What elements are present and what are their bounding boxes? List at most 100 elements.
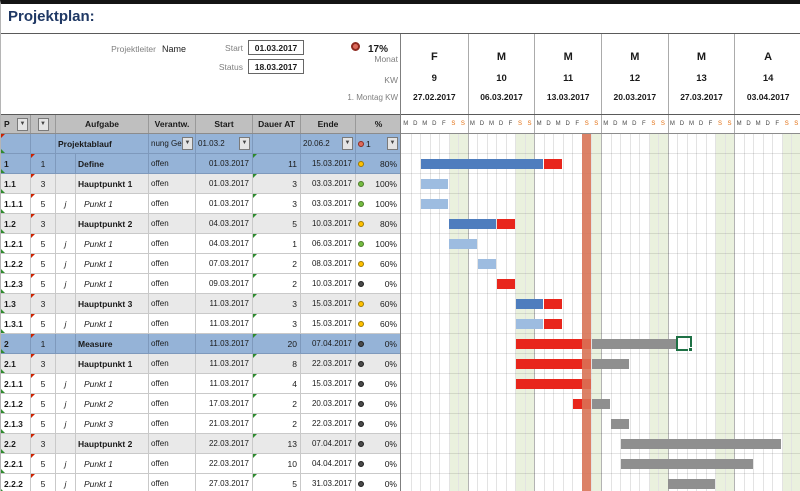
column-header-p[interactable]: P ▼	[1, 114, 31, 134]
cell-start[interactable]: 01.03.2017	[196, 194, 253, 214]
cell-start[interactable]: 17.03.2017	[196, 394, 253, 414]
cell-lvl[interactable]: 5	[31, 394, 56, 414]
cell-task[interactable]: Punkt 3	[76, 414, 149, 434]
cell-j[interactable]	[56, 294, 76, 314]
filter-cell-start[interactable]: 01.03.2 ▼	[196, 134, 253, 154]
cell-status[interactable]: offen	[149, 434, 196, 454]
cell-status[interactable]: offen	[149, 334, 196, 354]
column-header-start[interactable]: Start	[196, 114, 253, 134]
cell-status[interactable]: offen	[149, 234, 196, 254]
status-date-cell[interactable]: 18.03.2017	[248, 59, 304, 74]
cell-dauer[interactable]: 3	[253, 294, 301, 314]
cell-lvl[interactable]: 5	[31, 274, 56, 294]
cell-lvl[interactable]: 5	[31, 194, 56, 214]
cell-ende[interactable]: 06.03.2017	[301, 234, 356, 254]
cell-task[interactable]: Punkt 1	[76, 274, 149, 294]
cell-task[interactable]: Punkt 2	[76, 394, 149, 414]
cell-task[interactable]: Hauptpunkt 1	[76, 354, 149, 374]
filter-dropdown-icon[interactable]: ▼	[37, 117, 49, 131]
cell-ende[interactable]: 15.03.2017	[301, 314, 356, 334]
cell-pct[interactable]: 0%	[356, 394, 401, 414]
cell-start[interactable]: 01.03.2017	[196, 174, 253, 194]
column-header-dauer[interactable]: Dauer AT	[253, 114, 301, 134]
cell-ende[interactable]: 22.03.2017	[301, 414, 356, 434]
cell-id[interactable]: 1.2	[1, 214, 31, 234]
cell-dauer[interactable]: 4	[253, 374, 301, 394]
cell-dauer[interactable]: 2	[253, 274, 301, 294]
cell-j[interactable]	[56, 434, 76, 454]
cell-pct[interactable]: 0%	[356, 414, 401, 434]
cell-status[interactable]: offen	[149, 474, 196, 491]
cell-ende[interactable]: 08.03.2017	[301, 254, 356, 274]
cell-task[interactable]: Hauptpunkt 1	[76, 174, 149, 194]
cell-j[interactable]: j	[56, 314, 76, 334]
cell-ende[interactable]: 15.03.2017	[301, 154, 356, 174]
cell-start[interactable]: 04.03.2017	[196, 234, 253, 254]
cell-dauer[interactable]: 20	[253, 334, 301, 354]
cell-start[interactable]: 04.03.2017	[196, 214, 253, 234]
filter-dropdown-icon[interactable]: ▼	[17, 117, 28, 131]
cell-start[interactable]: 11.03.2017	[196, 294, 253, 314]
cell-status[interactable]: offen	[149, 194, 196, 214]
cell-start[interactable]: 11.03.2017	[196, 334, 253, 354]
cell-dauer[interactable]: 2	[253, 394, 301, 414]
cell-status[interactable]: offen	[149, 214, 196, 234]
cell-j[interactable]	[56, 174, 76, 194]
cell-j[interactable]: j	[56, 414, 76, 434]
start-date-cell[interactable]: 01.03.2017	[248, 40, 304, 55]
cell-lvl[interactable]: 5	[31, 314, 56, 334]
cell-id[interactable]: 2.1	[1, 354, 31, 374]
cell-pct[interactable]: 0%	[356, 274, 401, 294]
cell-pct[interactable]: 100%	[356, 234, 401, 254]
cell-pct[interactable]: 0%	[356, 354, 401, 374]
cell-lvl[interactable]: 3	[31, 434, 56, 454]
cell-dauer[interactable]: 10	[253, 454, 301, 474]
cell-dauer[interactable]: 2	[253, 414, 301, 434]
column-header-verantw[interactable]: Verantw.	[149, 114, 196, 134]
cell-task[interactable]: Punkt 1	[76, 374, 149, 394]
cell-id[interactable]: 1.3	[1, 294, 31, 314]
cell-task[interactable]: Define	[76, 154, 149, 174]
cell-dauer[interactable]: 3	[253, 174, 301, 194]
cell-task[interactable]: Punkt 1	[76, 474, 149, 491]
cell-task[interactable]: Punkt 1	[76, 314, 149, 334]
cell-id[interactable]: 1.3.1	[1, 314, 31, 334]
cell-lvl[interactable]: 5	[31, 474, 56, 491]
cell-id[interactable]: 1.1.1	[1, 194, 31, 214]
cell-j[interactable]: j	[56, 274, 76, 294]
cell-status[interactable]: offen	[149, 254, 196, 274]
column-header-aufgabe[interactable]: Aufgabe	[56, 114, 149, 134]
cell-j[interactable]	[56, 154, 76, 174]
projektleiter-value[interactable]: Name	[162, 44, 187, 54]
cell-task[interactable]: Punkt 1	[76, 254, 149, 274]
selected-cell-cursor[interactable]	[676, 336, 694, 352]
cell-task[interactable]: Hauptpunkt 2	[76, 434, 149, 454]
cell-task[interactable]: Hauptpunkt 2	[76, 214, 149, 234]
cell-lvl[interactable]: 5	[31, 254, 56, 274]
cell-task[interactable]: Punkt 1	[76, 454, 149, 474]
cell-pct[interactable]: 0%	[356, 474, 401, 491]
cell-id[interactable]: 1.2.1	[1, 234, 31, 254]
cell-ende[interactable]: 31.03.2017	[301, 474, 356, 491]
cell-start[interactable]: 11.03.2017	[196, 374, 253, 394]
cell-id[interactable]: 2.2.2	[1, 474, 31, 491]
cell-pct[interactable]: 60%	[356, 294, 401, 314]
cell-ende[interactable]: 10.03.2017	[301, 214, 356, 234]
cell-pct[interactable]: 0%	[356, 334, 401, 354]
cell-ende[interactable]: 03.03.2017	[301, 194, 356, 214]
cell-ende[interactable]: 03.03.2017	[301, 174, 356, 194]
cell-ende[interactable]: 04.04.2017	[301, 454, 356, 474]
cell-status[interactable]: offen	[149, 154, 196, 174]
cell-lvl[interactable]: 3	[31, 294, 56, 314]
cell-start[interactable]: 07.03.2017	[196, 254, 253, 274]
cell-j[interactable]: j	[56, 474, 76, 491]
cell-pct[interactable]: 100%	[356, 174, 401, 194]
cell-j[interactable]: j	[56, 454, 76, 474]
column-header-filter[interactable]: ▼	[31, 114, 56, 134]
cell-id[interactable]: 1.2.2	[1, 254, 31, 274]
cell-start[interactable]: 22.03.2017	[196, 454, 253, 474]
fill-handle[interactable]	[688, 347, 694, 352]
cell-lvl[interactable]: 3	[31, 354, 56, 374]
cell-task[interactable]: Punkt 1	[76, 194, 149, 214]
dropdown-arrow-icon[interactable]: ▼	[342, 137, 353, 150]
